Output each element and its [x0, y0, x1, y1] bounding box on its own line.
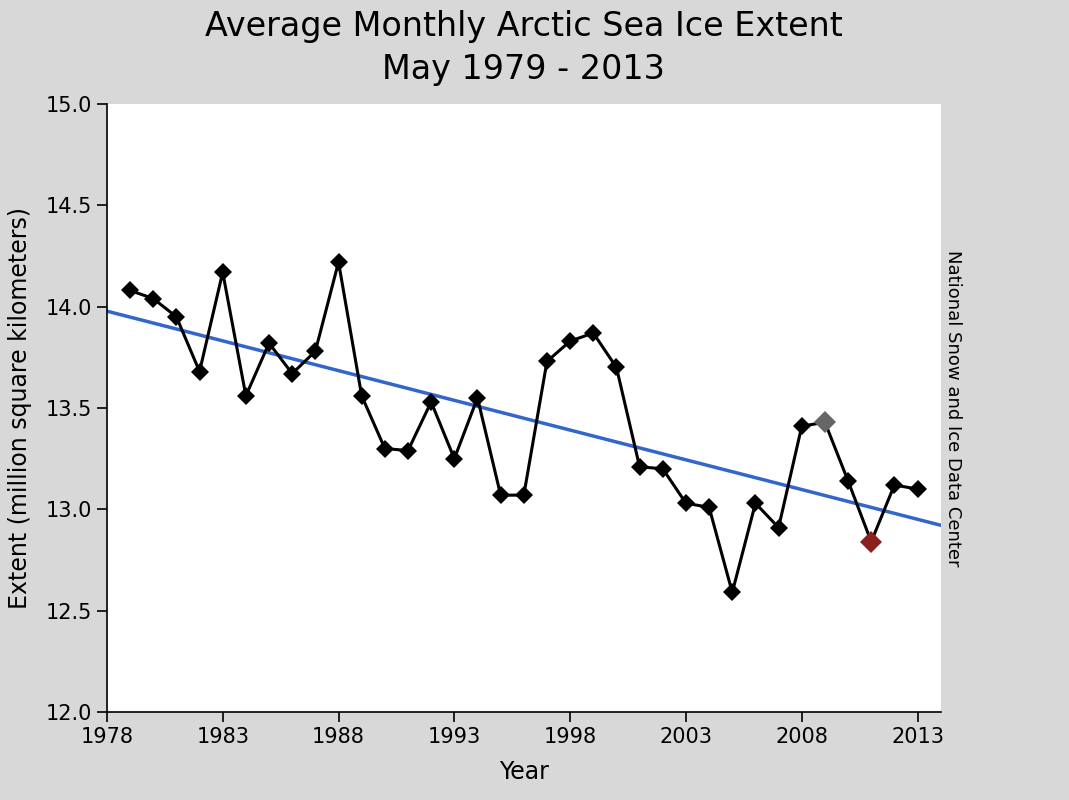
- Y-axis label: National Snow and Ice Data Center: National Snow and Ice Data Center: [944, 250, 961, 566]
- Y-axis label: Extent (million square kilometers): Extent (million square kilometers): [9, 207, 32, 609]
- X-axis label: Year: Year: [499, 761, 548, 785]
- Title: Average Monthly Arctic Sea Ice Extent
May 1979 - 2013: Average Monthly Arctic Sea Ice Extent Ma…: [205, 10, 842, 86]
